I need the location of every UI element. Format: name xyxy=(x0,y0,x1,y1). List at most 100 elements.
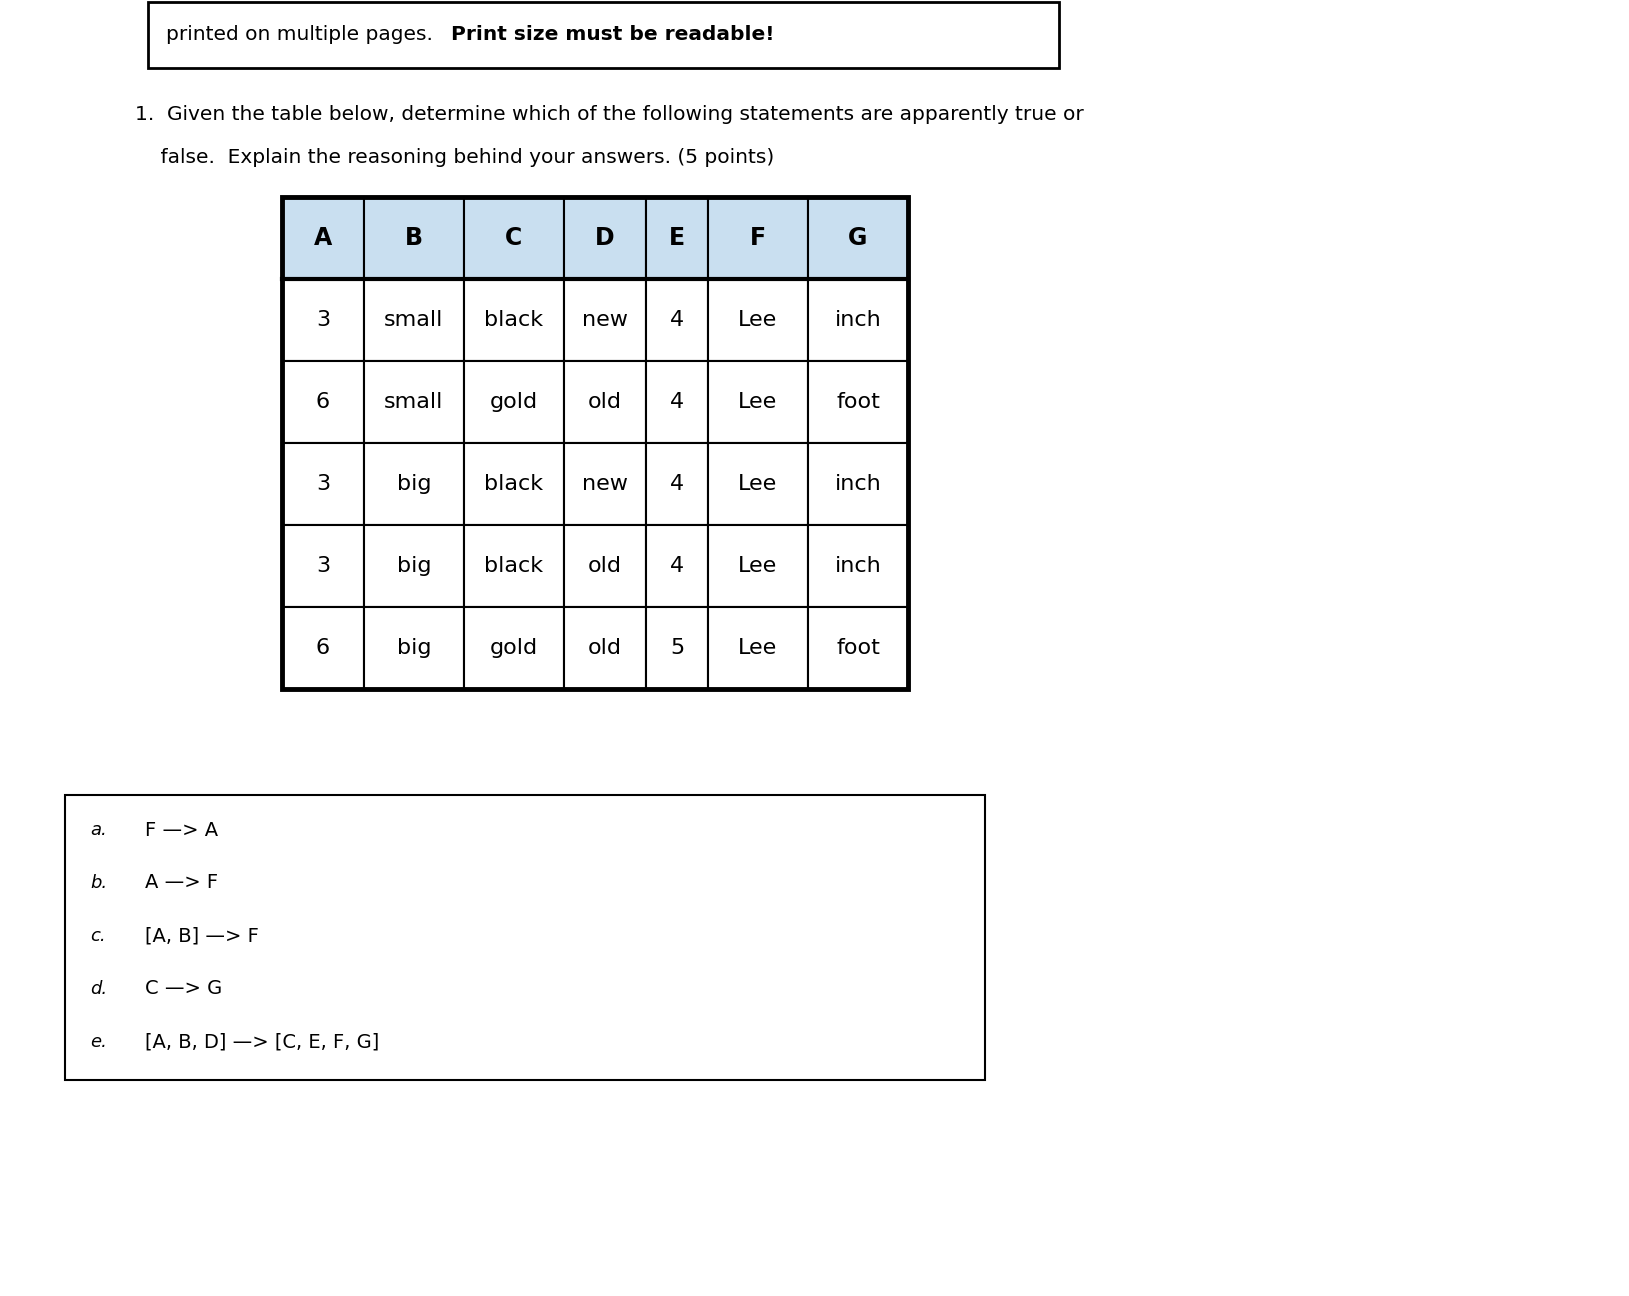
Bar xyxy=(808,362,907,443)
Text: [A, B] —> F: [A, B] —> F xyxy=(145,927,259,946)
Bar xyxy=(282,362,363,443)
Text: big: big xyxy=(397,556,432,575)
Text: 4: 4 xyxy=(670,556,684,575)
Text: Lee: Lee xyxy=(738,638,777,658)
Bar xyxy=(647,197,709,279)
Text: b.: b. xyxy=(90,874,108,892)
Bar xyxy=(464,197,564,279)
Bar xyxy=(808,197,907,279)
Text: c.: c. xyxy=(90,927,106,945)
Bar xyxy=(363,607,464,689)
Text: 4: 4 xyxy=(670,391,684,412)
Bar xyxy=(709,362,808,443)
Text: E: E xyxy=(670,226,686,250)
Bar xyxy=(564,443,647,525)
Bar xyxy=(647,607,709,689)
Text: old: old xyxy=(588,391,622,412)
Text: 4: 4 xyxy=(670,474,684,494)
Text: D: D xyxy=(595,226,614,250)
Text: 1.  Given the table below, determine which of the following statements are appar: 1. Given the table below, determine whic… xyxy=(135,105,1083,124)
Text: new: new xyxy=(582,310,629,330)
Bar xyxy=(709,279,808,362)
Text: old: old xyxy=(588,556,622,575)
Bar xyxy=(808,607,907,689)
Text: F —> A: F —> A xyxy=(145,820,218,840)
Text: a.: a. xyxy=(90,820,108,839)
Bar xyxy=(564,362,647,443)
Text: small: small xyxy=(384,391,443,412)
Text: gold: gold xyxy=(490,638,538,658)
Text: C: C xyxy=(505,226,523,250)
Text: inch: inch xyxy=(834,474,881,494)
Bar xyxy=(363,279,464,362)
Bar xyxy=(709,607,808,689)
Text: false.  Explain the reasoning behind your answers. (5 points): false. Explain the reasoning behind your… xyxy=(135,148,774,167)
Bar xyxy=(564,607,647,689)
Text: e.: e. xyxy=(90,1033,108,1051)
Text: 3: 3 xyxy=(316,556,331,575)
Text: black: black xyxy=(484,310,544,330)
Bar xyxy=(709,525,808,607)
Bar xyxy=(363,362,464,443)
Text: new: new xyxy=(582,474,629,494)
Bar xyxy=(282,197,907,689)
Text: A —> F: A —> F xyxy=(145,874,218,893)
Bar xyxy=(464,443,564,525)
Text: C —> G: C —> G xyxy=(145,980,222,998)
Text: 3: 3 xyxy=(316,474,331,494)
Bar xyxy=(647,443,709,525)
Text: gold: gold xyxy=(490,391,538,412)
Text: d.: d. xyxy=(90,980,108,998)
Text: inch: inch xyxy=(834,556,881,575)
Bar xyxy=(464,362,564,443)
Text: inch: inch xyxy=(834,310,881,330)
Bar xyxy=(709,443,808,525)
Bar xyxy=(363,443,464,525)
Bar xyxy=(282,197,363,279)
Text: A: A xyxy=(314,226,332,250)
Text: 6: 6 xyxy=(316,638,331,658)
Bar xyxy=(282,279,363,362)
Bar xyxy=(464,607,564,689)
Text: big: big xyxy=(397,638,432,658)
Bar xyxy=(282,443,363,525)
Text: 3: 3 xyxy=(316,310,331,330)
Text: 4: 4 xyxy=(670,310,684,330)
Text: G: G xyxy=(849,226,868,250)
Text: Lee: Lee xyxy=(738,310,777,330)
Text: Lee: Lee xyxy=(738,556,777,575)
Text: F: F xyxy=(749,226,766,250)
Text: black: black xyxy=(484,474,544,494)
Bar xyxy=(363,525,464,607)
Bar xyxy=(808,443,907,525)
Text: big: big xyxy=(397,474,432,494)
Text: foot: foot xyxy=(836,391,880,412)
Bar xyxy=(647,362,709,443)
Text: black: black xyxy=(484,556,544,575)
Bar xyxy=(709,197,808,279)
Text: printed on multiple pages.: printed on multiple pages. xyxy=(166,26,440,44)
Bar xyxy=(65,794,986,1080)
Bar xyxy=(148,3,1059,67)
Text: [A, B, D] —> [C, E, F, G]: [A, B, D] —> [C, E, F, G] xyxy=(145,1033,380,1051)
Text: 6: 6 xyxy=(316,391,331,412)
Text: Lee: Lee xyxy=(738,391,777,412)
Text: B: B xyxy=(406,226,424,250)
Bar xyxy=(564,197,647,279)
Bar xyxy=(464,279,564,362)
Text: 5: 5 xyxy=(670,638,684,658)
Bar xyxy=(564,525,647,607)
Bar xyxy=(647,279,709,362)
Bar xyxy=(282,525,363,607)
Text: foot: foot xyxy=(836,638,880,658)
Text: small: small xyxy=(384,310,443,330)
Bar xyxy=(808,525,907,607)
Bar xyxy=(363,197,464,279)
Bar xyxy=(808,279,907,362)
Text: Lee: Lee xyxy=(738,474,777,494)
Bar xyxy=(282,607,363,689)
Text: old: old xyxy=(588,638,622,658)
Bar xyxy=(464,525,564,607)
Bar xyxy=(647,525,709,607)
Bar xyxy=(564,279,647,362)
